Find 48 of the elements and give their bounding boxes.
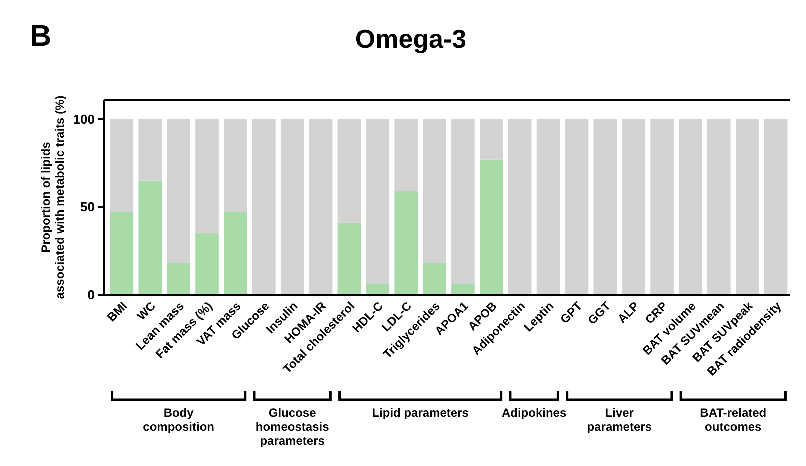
text: BAT-related outcomes (700, 406, 767, 434)
bar (338, 119, 362, 223)
bar (196, 119, 219, 234)
bar (679, 119, 702, 295)
text: Liver parameters (587, 406, 652, 434)
bar (196, 234, 219, 295)
bar (224, 119, 248, 212)
bar (167, 119, 190, 264)
bar (280, 119, 304, 295)
bar (309, 119, 333, 295)
bar (508, 119, 532, 295)
bar (394, 119, 418, 192)
y-tick-label: 100 (73, 112, 95, 127)
text: Lipid parameters (372, 406, 470, 420)
bar (536, 119, 560, 295)
bar (452, 119, 475, 284)
bar (736, 119, 760, 295)
text: B (30, 20, 52, 53)
bar (622, 119, 646, 295)
bar (423, 119, 446, 264)
bar (138, 119, 162, 181)
bar (708, 119, 731, 295)
chart-title: Omega-3 (355, 24, 467, 54)
bar (338, 222, 362, 295)
bar (167, 263, 190, 295)
y-tick-label: 0 (88, 288, 95, 303)
bar (366, 284, 390, 295)
bar (394, 191, 418, 295)
y-tick-label: 50 (80, 200, 95, 215)
bar (452, 284, 475, 295)
bar (252, 119, 276, 295)
bar (594, 119, 618, 295)
text: Body composition (143, 406, 214, 434)
bar (138, 180, 162, 295)
bar (650, 119, 674, 295)
bar (565, 119, 589, 295)
bar (480, 160, 504, 295)
bar (423, 263, 446, 295)
x-tick-label: WC (134, 298, 159, 324)
bar (110, 119, 134, 212)
text: Glucose homeostasis parameters (256, 406, 330, 448)
bar (366, 119, 390, 284)
y-axis-title: Proportion of lipids associated with metabolic traits (%) (39, 96, 67, 300)
bar (764, 119, 788, 295)
bar (110, 212, 134, 295)
bar (224, 212, 248, 295)
bar (480, 119, 504, 160)
text: Adipokines (502, 406, 567, 420)
